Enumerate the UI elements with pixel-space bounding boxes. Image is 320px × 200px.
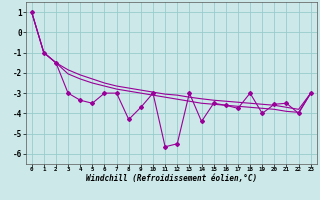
X-axis label: Windchill (Refroidissement éolien,°C): Windchill (Refroidissement éolien,°C): [86, 174, 257, 183]
